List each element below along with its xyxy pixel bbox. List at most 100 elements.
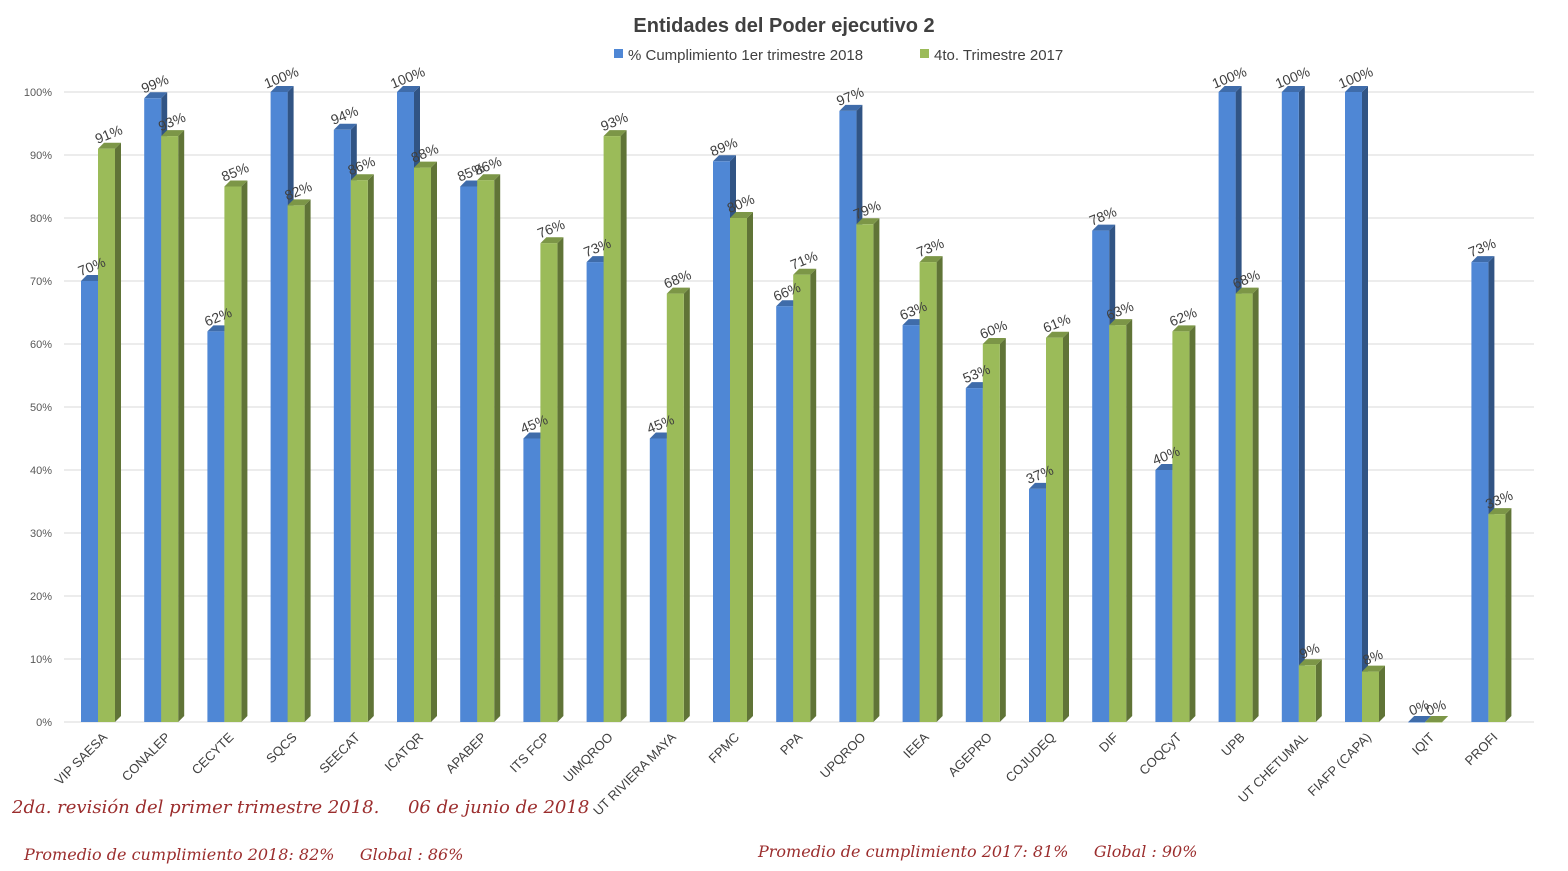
bar-front bbox=[161, 136, 179, 723]
bar-front bbox=[1235, 293, 1253, 722]
bar-top bbox=[1046, 331, 1069, 338]
bar-front bbox=[1281, 92, 1299, 722]
bar-top bbox=[1109, 319, 1133, 326]
bar-front bbox=[1345, 92, 1362, 722]
x-tick-label: IQIT bbox=[1409, 729, 1438, 758]
bar-front bbox=[776, 306, 794, 722]
legend-swatch-2018 bbox=[614, 49, 623, 58]
bar-front bbox=[477, 180, 495, 722]
average-2017-note: Promedio de cumplimiento 2017: 81% Globa… bbox=[758, 842, 1198, 861]
bar-front bbox=[1109, 325, 1127, 722]
bar-front bbox=[856, 224, 874, 723]
bar-front bbox=[1046, 337, 1063, 722]
bar-front bbox=[839, 110, 857, 722]
x-tick-label: UPQROO bbox=[817, 730, 868, 781]
x-tick-label: AGEPRO bbox=[945, 730, 995, 780]
bar-front bbox=[144, 98, 162, 723]
bar bbox=[287, 199, 311, 722]
bar-top bbox=[1362, 665, 1385, 672]
x-tick-label: UIMQROO bbox=[560, 730, 616, 786]
bar-front bbox=[1362, 671, 1379, 722]
bar-front bbox=[603, 136, 621, 723]
bar-front bbox=[397, 92, 414, 722]
bar bbox=[1281, 86, 1305, 722]
bar-front bbox=[1172, 331, 1190, 722]
bar-front bbox=[649, 438, 667, 722]
bar-top bbox=[414, 161, 437, 168]
bar-top bbox=[1298, 659, 1322, 666]
data-label: 8% bbox=[1360, 646, 1385, 668]
x-tick-label: APABEP bbox=[443, 730, 490, 777]
bar-side bbox=[747, 212, 753, 722]
bar-side bbox=[1362, 86, 1368, 722]
y-tick-label: 90% bbox=[30, 150, 52, 162]
bar-side bbox=[1379, 665, 1385, 722]
bar bbox=[666, 287, 690, 722]
bar-top bbox=[1471, 256, 1495, 263]
bar-side bbox=[620, 130, 627, 723]
y-tick-label: 0% bbox=[36, 717, 52, 729]
bar-front bbox=[414, 167, 431, 723]
x-tick-label: VIP SAESA bbox=[52, 729, 111, 788]
bar-side bbox=[1126, 319, 1133, 722]
data-label: 0% bbox=[1406, 696, 1431, 718]
bar-top bbox=[1235, 287, 1259, 294]
bar-side bbox=[1252, 287, 1259, 722]
bar-side bbox=[1315, 659, 1322, 722]
bar-top bbox=[1425, 716, 1449, 722]
y-tick-label: 20% bbox=[30, 591, 52, 603]
bar-front bbox=[207, 331, 225, 722]
bar-top bbox=[1281, 86, 1305, 92]
bar-side bbox=[1505, 508, 1512, 722]
bar bbox=[1362, 665, 1385, 722]
bar-front bbox=[982, 344, 1000, 722]
bar-front bbox=[460, 186, 478, 722]
bar-front bbox=[523, 438, 541, 722]
bar-top bbox=[1092, 224, 1116, 231]
bar-side bbox=[1063, 331, 1069, 722]
bar-front bbox=[1092, 230, 1110, 722]
bar-top bbox=[161, 130, 185, 137]
bar-front bbox=[270, 92, 288, 722]
x-tick-label: PROFI bbox=[1462, 730, 1501, 769]
bar bbox=[1172, 325, 1196, 722]
x-tick-label: FPMC bbox=[705, 730, 742, 767]
bar bbox=[1046, 331, 1069, 722]
y-tick-label: 70% bbox=[30, 276, 52, 288]
bar-top bbox=[856, 218, 880, 225]
x-tick-label: FIAFP (CAPA) bbox=[1305, 730, 1375, 800]
bar-front bbox=[713, 161, 730, 723]
average-2018-note: Promedio de cumplimiento 2018: 82% Globa… bbox=[24, 845, 464, 864]
x-tick-label: COJUDEQ bbox=[1003, 730, 1059, 786]
x-tick-label: IEEA bbox=[900, 729, 932, 761]
bar-side bbox=[936, 256, 943, 722]
bar-top bbox=[98, 142, 121, 149]
legend-label-2017: 4to. Trimestre 2017 bbox=[934, 47, 1063, 64]
y-tick-label: 10% bbox=[30, 654, 52, 666]
bar-side bbox=[1189, 325, 1196, 722]
data-label: 0% bbox=[1423, 696, 1448, 718]
bar-side bbox=[115, 142, 121, 722]
bar bbox=[224, 180, 248, 722]
bar-front bbox=[919, 262, 937, 722]
bar-front bbox=[965, 388, 983, 722]
x-tick-label: UPB bbox=[1218, 730, 1248, 760]
bar-top bbox=[603, 130, 627, 137]
bar-front bbox=[666, 293, 684, 722]
bar-top bbox=[477, 174, 501, 181]
bar-side bbox=[431, 161, 437, 723]
bar-top bbox=[350, 174, 374, 181]
bar-side bbox=[494, 174, 501, 722]
bar-side bbox=[367, 174, 374, 722]
bar bbox=[919, 256, 943, 722]
bar-front bbox=[1298, 665, 1316, 722]
bar-front bbox=[224, 186, 242, 722]
bar-top bbox=[144, 92, 168, 99]
bar-side bbox=[810, 268, 817, 722]
bar-front bbox=[333, 129, 351, 723]
bar-front bbox=[793, 274, 811, 722]
bar-top bbox=[1408, 716, 1432, 722]
bar-top bbox=[730, 212, 753, 218]
bar bbox=[1109, 319, 1133, 722]
bar bbox=[1488, 508, 1512, 722]
